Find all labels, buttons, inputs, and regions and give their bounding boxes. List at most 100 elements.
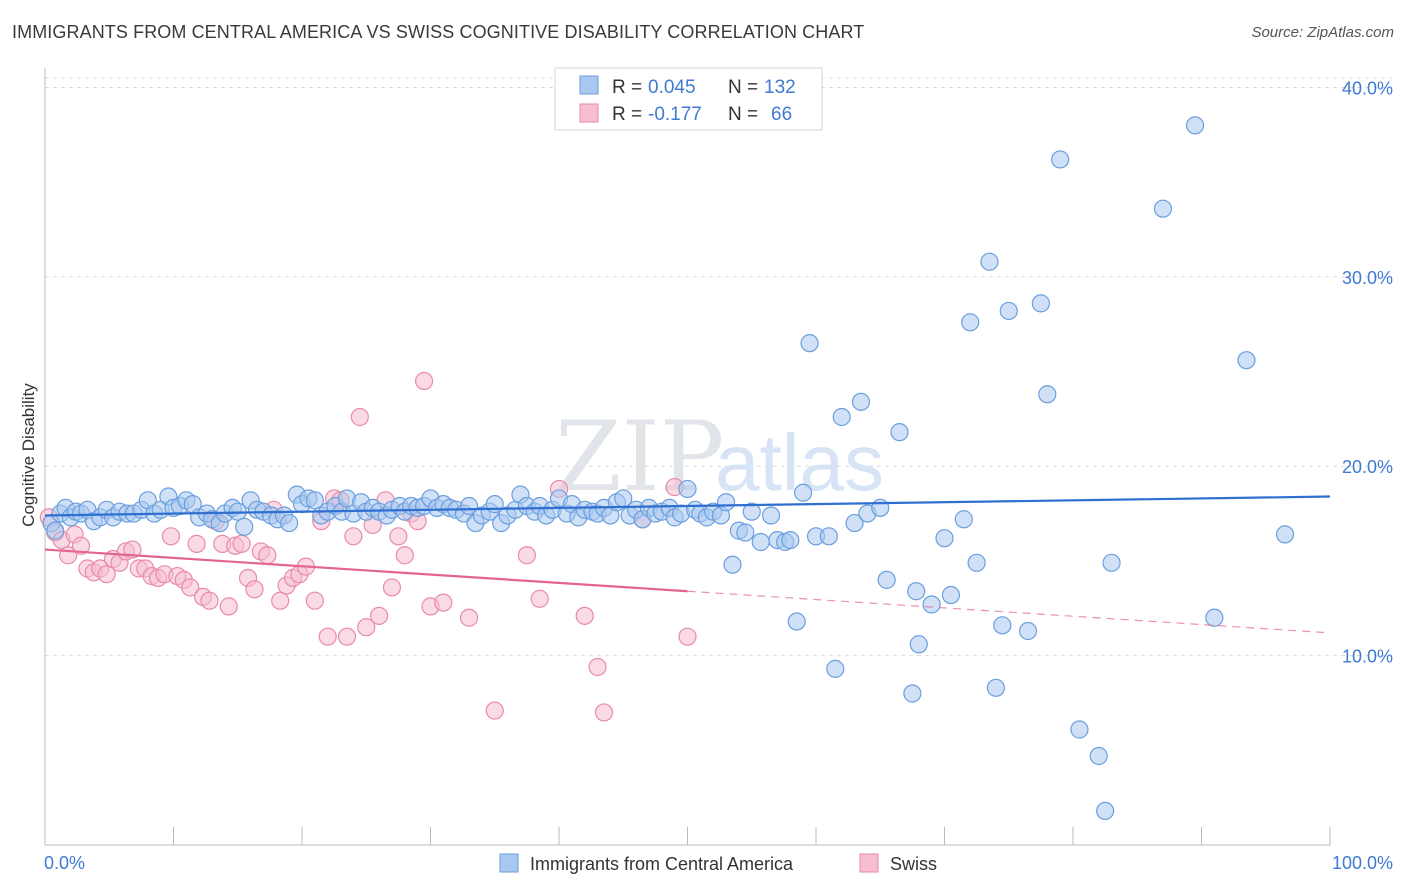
swiss-point [414, 371, 434, 391]
central-america-point [941, 585, 961, 605]
central-america-point [935, 529, 954, 548]
top-legend: R = 0.045 N = 132 R = -0.177 N = 66 [554, 67, 823, 131]
watermark-zip: ZIP [555, 401, 724, 513]
swiss-point [678, 627, 697, 646]
swiss-point [219, 597, 238, 616]
swiss-point [350, 407, 369, 427]
swiss-point [459, 608, 479, 627]
central-america-trend-line [44, 495, 1331, 517]
swiss-point [395, 546, 414, 565]
y-tick-label: 20.0% [1342, 457, 1393, 477]
legend-r-label-2: R = [612, 104, 642, 125]
legend-r-value-2: -0.177 [648, 104, 702, 125]
swiss-point [485, 701, 504, 720]
central-america-point [1102, 553, 1121, 572]
swiss-trend-line-extension [687, 590, 1331, 634]
bottom-legend-label-central-america: Immigrants from Central America [530, 854, 794, 874]
central-america-point [787, 612, 806, 631]
swiss-point [258, 546, 277, 565]
central-america-point [736, 523, 755, 542]
central-america-point [305, 491, 324, 510]
swiss-point [575, 606, 594, 625]
legend-box [554, 67, 823, 131]
swiss-point [389, 527, 408, 546]
source-label: Source: ZipAtlas.com [1251, 24, 1394, 41]
central-america-point [1051, 150, 1070, 169]
central-america-point [1237, 351, 1256, 370]
legend-n-label-1: N = [728, 77, 758, 98]
central-america-point [1031, 294, 1050, 313]
swiss-point [318, 627, 337, 646]
central-america-point [922, 595, 941, 614]
central-america-point [907, 582, 926, 601]
central-america-point [46, 521, 65, 540]
y-axis-label: Cognitive Disability [19, 383, 38, 527]
legend-r-value-1: 0.045 [648, 77, 696, 98]
central-america-point [800, 334, 819, 353]
swiss-point [200, 591, 219, 610]
swiss-point [344, 527, 363, 546]
axes [44, 68, 1331, 846]
trend-lines [44, 495, 1331, 634]
swiss-point [357, 618, 376, 637]
swiss-point [530, 589, 549, 608]
swiss-point [305, 591, 324, 610]
x-tick-label: 0.0% [44, 853, 85, 873]
central-america-point [742, 502, 761, 521]
legend-swatch-pink [579, 103, 599, 123]
central-america-point [1070, 720, 1089, 739]
x-tick-labels: 0.0% 100.0% [44, 853, 1393, 873]
legend-n-value-2: 66 [771, 104, 792, 125]
central-america-point [871, 498, 890, 517]
central-america-point [961, 313, 980, 332]
central-america-point [999, 301, 1018, 321]
central-america-point [980, 252, 999, 271]
swiss-point [382, 578, 402, 597]
central-america-point [954, 510, 973, 529]
central-america-point [1275, 525, 1295, 544]
central-america-point [890, 423, 909, 442]
central-america-point [832, 407, 851, 427]
swiss-point [71, 536, 91, 555]
swiss-trend-line [44, 548, 688, 593]
legend-r-label-1: R = [612, 77, 642, 98]
bottom-legend-swatch-blue [499, 853, 519, 873]
y-tick-label: 40.0% [1342, 78, 1393, 98]
legend-swatch-blue [579, 75, 599, 95]
central-america-point [819, 527, 838, 546]
central-america-point [723, 555, 742, 574]
central-america-point [851, 392, 871, 411]
central-america-point [845, 513, 864, 533]
central-america-point [1018, 621, 1038, 641]
central-america-point [751, 532, 770, 552]
central-america-point [1096, 801, 1115, 821]
central-america-point [794, 483, 813, 502]
swiss-point [337, 627, 357, 646]
swiss-point [97, 565, 116, 584]
swiss-point [181, 578, 200, 597]
central-america-point [967, 553, 986, 572]
central-america-point [993, 616, 1012, 635]
swiss-point [588, 657, 607, 677]
x-tick-label: 100.0% [1332, 853, 1393, 873]
bottom-legend: Immigrants from Central America Swiss [499, 853, 937, 874]
central-america-point [826, 659, 845, 678]
swiss-point [594, 703, 614, 722]
central-america-point [761, 506, 781, 525]
series-central-america-points [42, 116, 1295, 821]
central-america-point [678, 479, 697, 499]
swiss-point [123, 540, 142, 559]
series-swiss-points [39, 371, 697, 722]
swiss-point [245, 580, 264, 599]
y-tick-label: 10.0% [1342, 647, 1393, 667]
legend-n-label-2: N = [728, 104, 758, 125]
central-america-point [781, 530, 800, 550]
chart-title: IMMIGRANTS FROM CENTRAL AMERICA VS SWISS… [12, 22, 865, 42]
central-america-point [986, 678, 1006, 697]
central-america-point [716, 493, 736, 512]
swiss-point [434, 593, 453, 612]
central-america-point [1089, 746, 1108, 766]
swiss-point [232, 534, 251, 553]
central-america-point [909, 635, 928, 654]
